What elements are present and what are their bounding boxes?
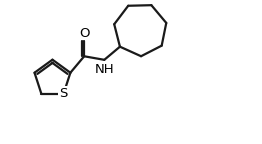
Text: O: O — [79, 27, 89, 40]
Text: NH: NH — [95, 63, 114, 76]
Text: S: S — [59, 87, 68, 100]
